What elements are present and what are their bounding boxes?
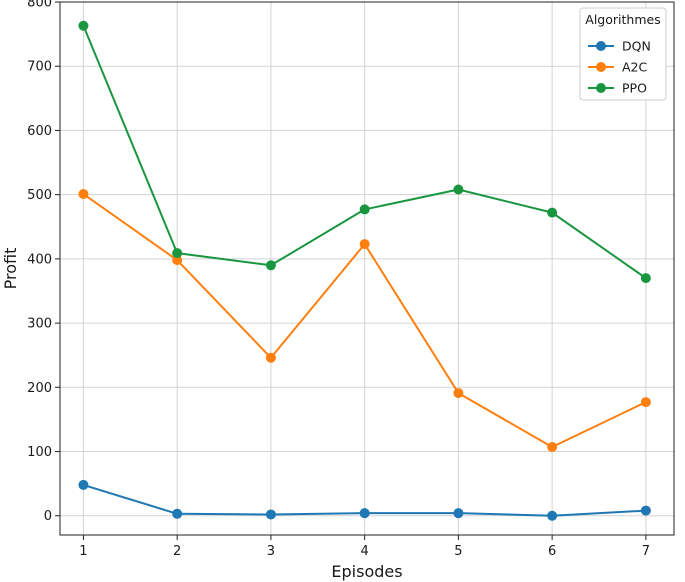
y-tick-label: 700 [27,60,52,75]
x-tick-label: 7 [642,544,650,559]
y-tick-label: 600 [27,124,52,139]
x-tick-label: 3 [267,544,275,559]
legend-marker-a2c [596,62,606,72]
plot-frame [59,1,675,536]
legend-label-a2c: A2C [622,60,648,75]
legend-box [579,7,667,101]
data-point-dqn [172,508,183,519]
y-tick-label: 200 [27,381,52,396]
x-tick-label: 6 [548,544,556,559]
legend-label-ppo: PPO [622,81,647,96]
data-point-ppo [265,260,276,271]
data-point-ppo [359,204,370,215]
y-axis-label: Profit [1,248,20,290]
data-point-a2c [359,239,370,250]
data-point-ppo [78,20,89,31]
x-axis-ticks: 1 2 3 4 5 6 7 [79,535,650,559]
x-tick-label: 5 [454,544,462,559]
y-tick-label: 300 [27,317,52,332]
legend-marker-dqn [596,41,606,51]
x-tick-label: 4 [361,544,369,559]
x-tick-label: 2 [173,544,181,559]
y-tick-label: 400 [27,252,52,267]
y-tick-label: 0 [44,509,52,524]
series-layer [78,20,651,521]
data-point-dqn [453,508,464,519]
legend-label-dqn: DQN [622,39,651,54]
data-point-a2c [78,189,89,200]
legend: Algorithmes DQN A2C PPO [579,7,667,101]
data-point-ppo [640,273,651,284]
data-point-dqn [640,505,651,516]
y-axis-ticks: 0 100 200 300 400 500 600 700 800 [27,0,60,524]
data-point-a2c [265,352,276,363]
y-tick-label: 500 [27,188,52,203]
data-point-dqn [78,479,89,490]
y-tick-label: 800 [27,0,52,11]
data-point-dqn [547,510,558,521]
data-point-ppo [453,184,464,195]
grid [60,1,674,535]
data-point-ppo [547,207,558,218]
data-point-a2c [453,388,464,399]
data-point-a2c [640,397,651,408]
data-point-a2c [547,442,558,453]
x-tick-label: 1 [79,544,87,559]
data-point-dqn [359,508,370,519]
legend-marker-ppo [596,83,606,93]
data-point-dqn [265,509,276,520]
x-axis-label: Episodes [331,562,402,581]
legend-title: Algorithmes [585,12,660,27]
data-point-ppo [172,248,183,259]
data-point-a2c [172,255,183,266]
y-tick-label: 100 [27,445,52,460]
